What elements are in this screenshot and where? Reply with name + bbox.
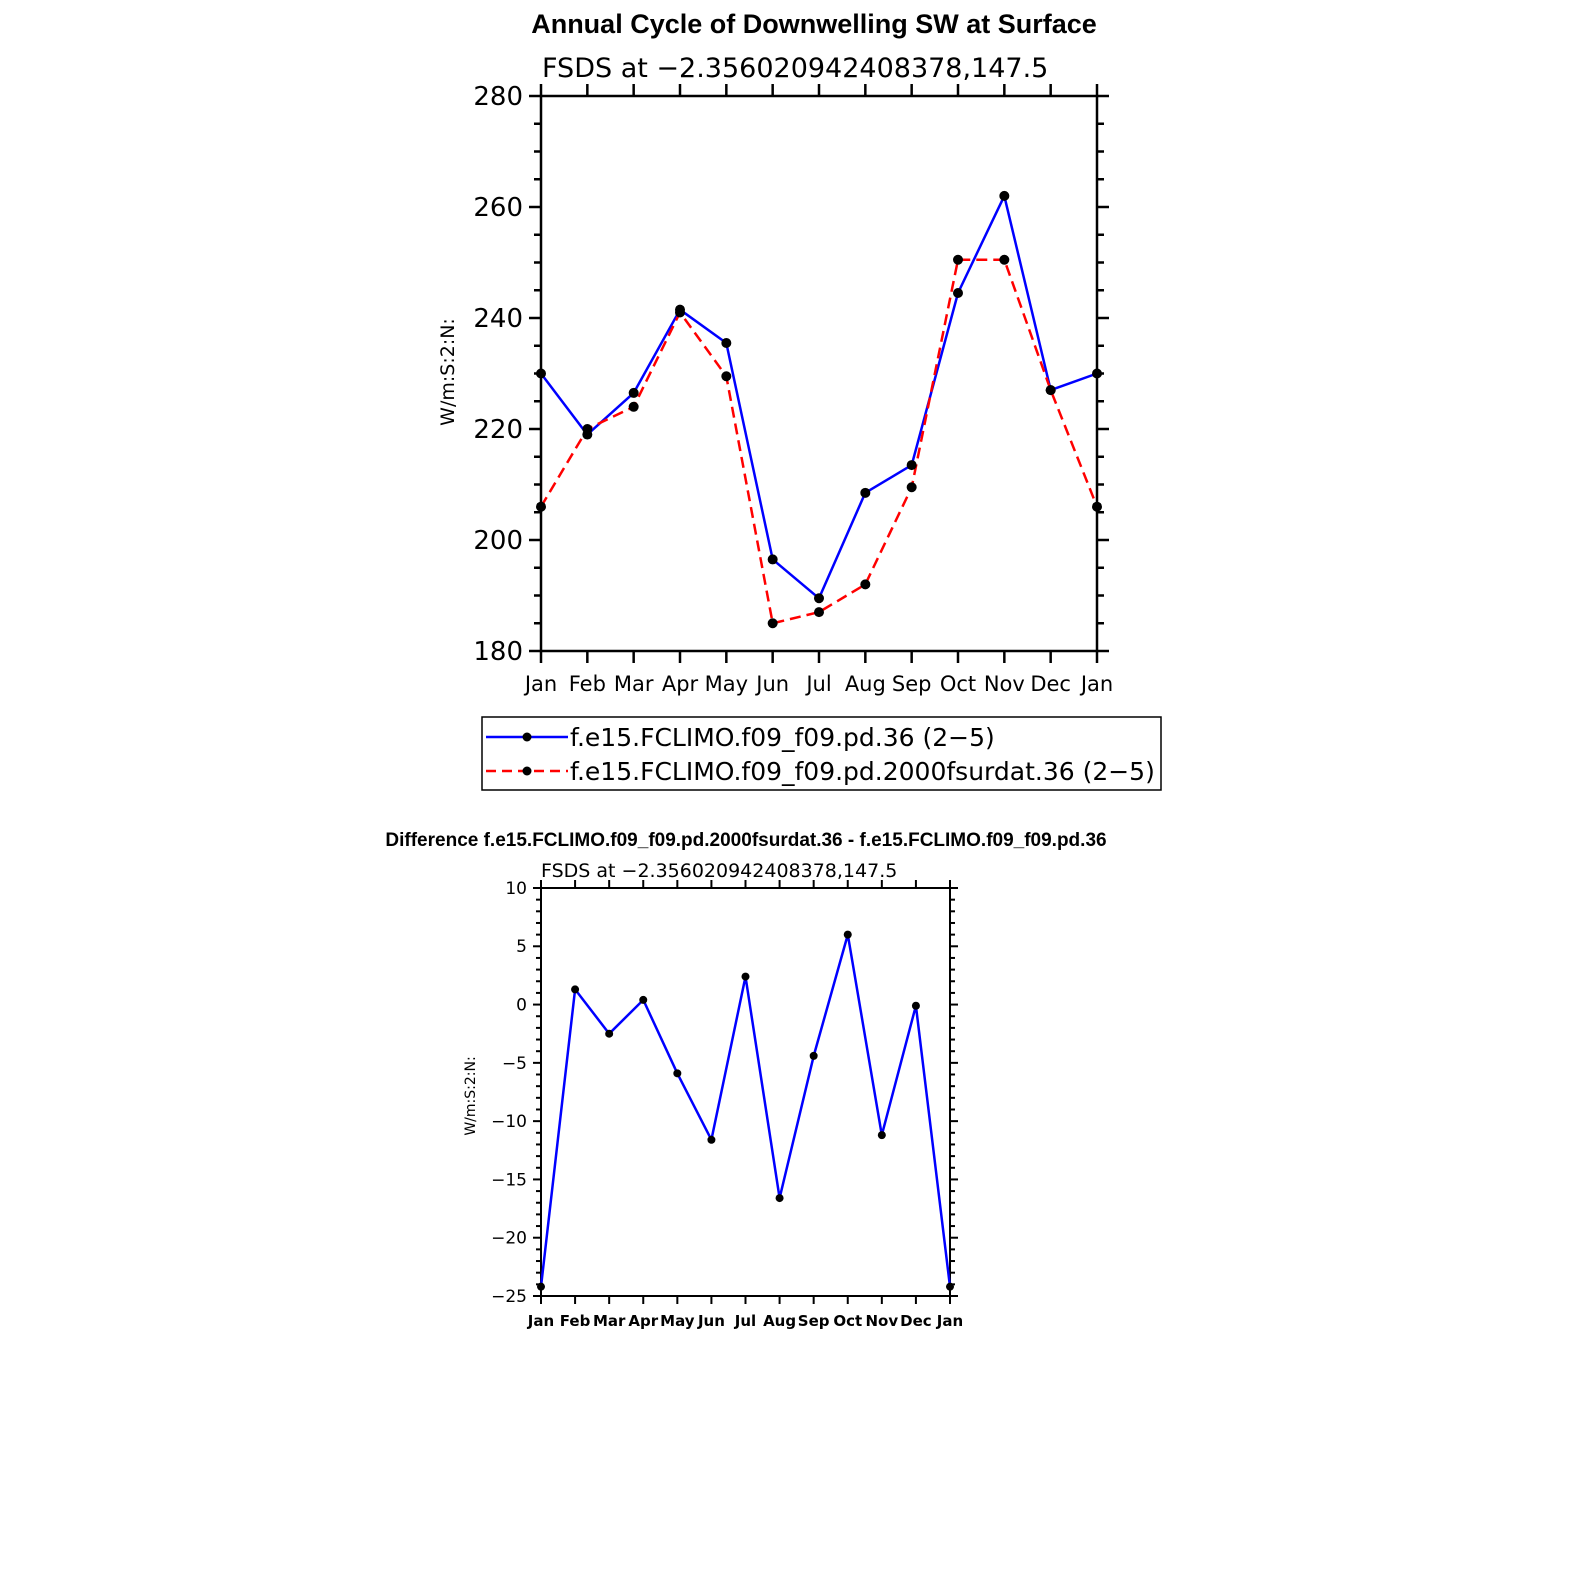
main-chart-x-tick-label: Mar [614, 672, 654, 696]
main-chart-x-tick-label: Jan [523, 672, 557, 696]
legend-marker-series-1 [522, 732, 532, 742]
legend-label-series-2: f.e15.FCLIMO.f09_f09.pd.2000fsurdat.36 (… [570, 757, 1155, 786]
difference-chart-series-1-point [911, 1001, 920, 1010]
difference-chart-series-1-line [539, 933, 952, 1287]
difference-chart-x-tick-label: Jan [527, 1312, 554, 1330]
main-chart-series-1-point [814, 593, 824, 604]
main-chart-series-1-point [953, 288, 963, 299]
main-chart-series-2-point [675, 307, 685, 318]
main-chart-title: Annual Cycle of Downwelling SW at Surfac… [531, 9, 1097, 39]
difference-chart-y-tick-label: 10 [505, 879, 527, 899]
difference-chart-series-1-point [605, 1029, 614, 1038]
difference-chart-x-tick-label: Jun [697, 1312, 725, 1330]
main-chart-x-tick-label: Aug [845, 672, 886, 696]
difference-chart-series-1-point [775, 1194, 784, 1203]
difference-chart-x-tick-label: Apr [628, 1312, 658, 1330]
difference-chart-x-tick-label: May [660, 1312, 695, 1330]
main-chart-series-2-point [582, 424, 593, 434]
difference-chart-x-tick-label: Feb [560, 1312, 591, 1330]
main-chart-y-tick-label: 280 [473, 82, 523, 112]
difference-chart-y-tick-label: 0 [516, 996, 527, 1016]
difference-chart-x-tick-label: Mar [593, 1312, 626, 1330]
main-chart-series-1-point [906, 460, 917, 471]
difference-chart-x-tick-label: Aug [763, 1312, 796, 1330]
main-chart-plot: 180 200 220 240 260 280 Jan Feb Mar Apr May Jun Jul A… [473, 82, 1113, 696]
main-chart-series-1-point [721, 337, 732, 348]
main-chart-series-2-point [767, 618, 778, 629]
difference-chart-y-tick-label: −25 [491, 1287, 527, 1307]
main-chart-series-2-point [999, 254, 1010, 265]
main-chart-series-2-point [814, 607, 824, 618]
difference-chart-x-tick-label: Nov [866, 1312, 899, 1330]
main-chart-series-1-point [767, 554, 778, 565]
main-chart-series-1-point [1092, 368, 1102, 379]
legend-box [481, 716, 1162, 791]
main-chart-series-2-point [860, 579, 871, 590]
difference-chart-series-1-point [639, 995, 648, 1004]
main-chart-y-tick-label: 220 [473, 415, 523, 445]
main-chart-y-tick-label: 240 [473, 304, 523, 334]
difference-chart-x-tick-label: Sep [798, 1312, 830, 1330]
difference-chart-series-1-point [537, 1282, 545, 1291]
difference-chart-y-tick-label: −5 [502, 1054, 527, 1074]
difference-chart-x-tick-label: Jan [936, 1312, 963, 1330]
main-chart-y-tick-label: 260 [473, 193, 523, 223]
difference-chart-series-1-point [741, 972, 750, 981]
main-chart-y-tick-label: 200 [473, 526, 523, 556]
main-chart-y-tick-label: 180 [473, 637, 523, 667]
difference-chart-series-1-point [571, 985, 580, 994]
difference-chart-y-tick-label: −20 [491, 1229, 527, 1249]
difference-chart-series-1-point [707, 1135, 716, 1144]
difference-chart-y-label: W/m:S:2:N: [463, 1056, 479, 1135]
main-chart-series-1-point [999, 190, 1010, 201]
difference-chart-subtitle: FSDS at −2.356020942408378,147.5 [541, 860, 897, 882]
main-chart-frame [539, 94, 1099, 653]
main-chart-x-tick-label: Oct [940, 672, 976, 696]
difference-chart-frame [540, 887, 951, 1297]
difference-chart-series-1-point [877, 1131, 886, 1140]
main-chart-series-2-point [1092, 501, 1102, 512]
difference-chart-series-1-point [673, 1069, 682, 1078]
main-chart-y-label: W/m:S:2:N: [437, 318, 459, 426]
main-chart-series-2-line [539, 258, 1099, 625]
difference-chart-series-1-point [843, 930, 852, 939]
main-chart-x-tick-label: Dec [1030, 672, 1071, 696]
difference-chart-y-tick-label: 5 [516, 937, 527, 957]
main-chart-series-2-point [536, 501, 546, 512]
main-chart-series-1-point [860, 487, 871, 498]
legend: f.e15.FCLIMO.f09_f09.pd.36 (2−5) f.e15.F… [481, 716, 1162, 791]
main-chart-series-2-point [721, 371, 732, 382]
main-chart-series-2-point [906, 482, 917, 493]
main-chart-x-tick-label: May [705, 672, 748, 696]
difference-chart-y-tick-label: −10 [491, 1112, 527, 1132]
main-chart-series-2-point [953, 254, 963, 265]
main-chart-x-tick-label: Apr [662, 672, 699, 696]
main-chart-series-2-point [628, 401, 639, 412]
main-chart-x-tick-label: Jan [1079, 672, 1113, 696]
difference-chart-series-1-point [946, 1282, 954, 1291]
legend-label-series-1: f.e15.FCLIMO.f09_f09.pd.36 (2−5) [570, 723, 995, 752]
difference-chart-y-tick-label: −15 [491, 1170, 527, 1190]
main-chart-x-tick-label: Nov [984, 672, 1025, 696]
main-chart-subtitle: FSDS at −2.356020942408378,147.5 [542, 53, 1048, 84]
main-chart-series-1-line [540, 194, 1098, 600]
main-chart-series-1-point [628, 387, 639, 398]
main-chart-series-2-point [1045, 385, 1056, 396]
main-chart-x-tick-label: Sep [892, 672, 932, 696]
difference-chart-x-tick-label: Oct [833, 1312, 862, 1330]
main-chart-x-tick-label: Feb [569, 672, 606, 696]
difference-chart-title: Difference f.e15.FCLIMO.f09_f09.pd.2000f… [385, 830, 1106, 851]
difference-chart-x-tick-label: Jul [734, 1312, 756, 1330]
main-chart-x-tick-label: Jun [754, 672, 789, 696]
main-chart-series-1-point [536, 368, 546, 379]
difference-chart-x-tick-label: Dec [900, 1312, 932, 1330]
difference-chart-series-1-point [809, 1051, 818, 1060]
legend-marker-series-2 [522, 766, 532, 776]
main-chart-x-tick-label: Jul [804, 672, 831, 696]
